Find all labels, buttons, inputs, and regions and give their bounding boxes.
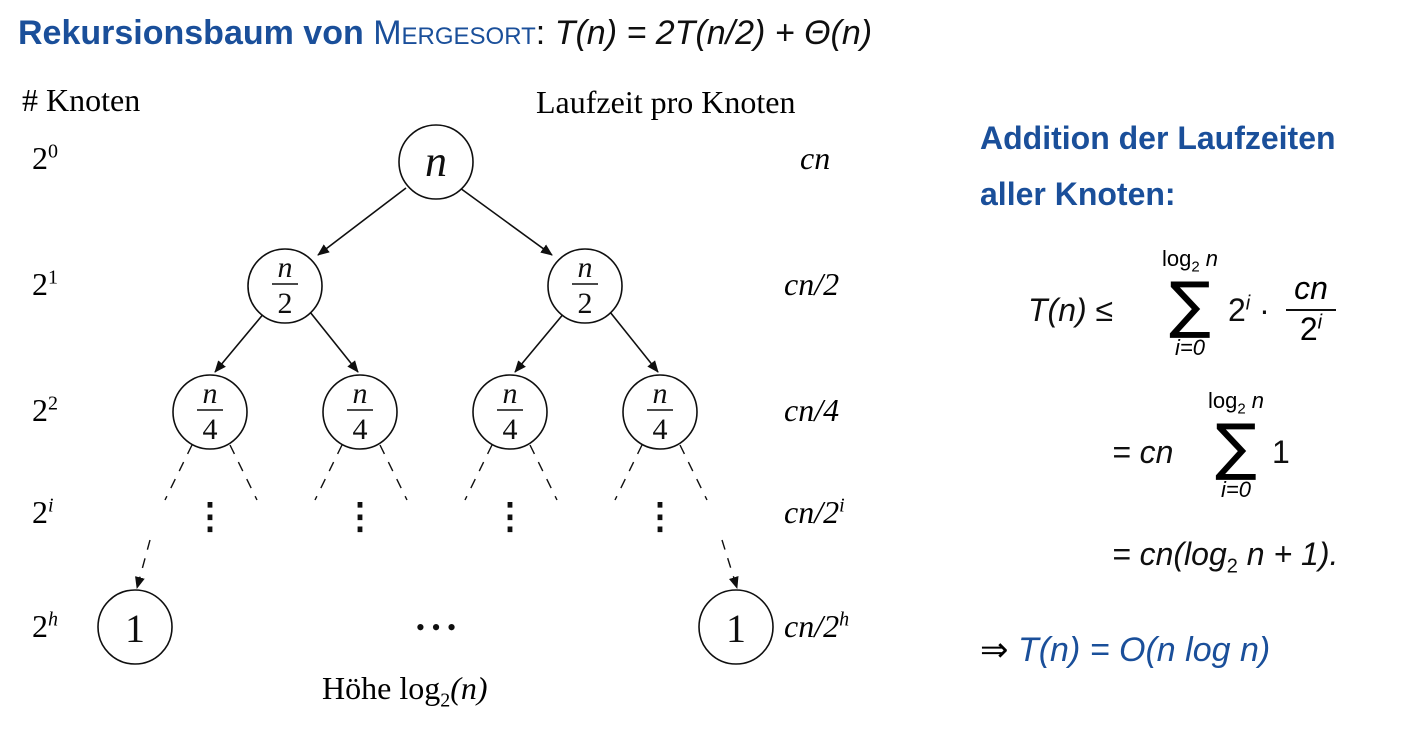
title-bold: Rekursionsbaum von (18, 14, 364, 52)
svg-text:n: n (653, 377, 668, 410)
title-recurrence: T(n) = 2T(n/2) + Θ(n) (554, 14, 873, 52)
node-quarter-3 (472, 374, 548, 450)
vertical-ellipsis-2: ⋮ (342, 496, 378, 536)
edge-root-right (459, 187, 553, 256)
slide-title: Rekursionsbaum von Mergesort: T(n) = 2T(… (18, 14, 872, 53)
svg-text:4: 4 (353, 413, 368, 446)
node-count-header: # Knoten (22, 82, 141, 118)
vertical-ellipsis-4: ⋮ (642, 496, 678, 536)
title-colon: : (535, 14, 546, 52)
level-count-h: 2h (32, 608, 58, 644)
edge-to-left-leaf (135, 539, 151, 589)
cost-per-node-header: Laufzeit pro Knoten (536, 84, 796, 120)
level-count-1: 21 (32, 266, 58, 302)
title-algorithm: Mergesort (373, 14, 536, 52)
conclusion-result: T(n) = O(n log n) (1017, 631, 1271, 669)
eq2-sum: log2 n ∑ i=0 (1207, 388, 1265, 503)
conclusion: ⇒ T(n) = O(n log n) (980, 630, 1270, 670)
edge-to-right-leaf (721, 539, 739, 589)
svg-text:4: 4 (503, 413, 518, 446)
summation-heading-line1: Addition der Laufzeiten (980, 120, 1336, 156)
svg-text:n: n (353, 377, 368, 410)
svg-text:n: n (278, 251, 293, 284)
svg-text:2: 2 (278, 287, 293, 320)
svg-text:4: 4 (203, 413, 218, 446)
tree-height-label: Höhe log2(n) (322, 670, 488, 712)
recursion-tree: n n 2 n 2 n 4 n 4 n 4 n 4 1 1 ⋮ ⋮ ⋮ ⋮ • … (97, 124, 774, 665)
eq1-lhs: T(n) ≤ (1028, 292, 1114, 328)
level-count-2: 22 (32, 392, 58, 428)
level-cost-0: cn (800, 140, 831, 176)
svg-text:4: 4 (653, 413, 668, 446)
svg-text:2: 2 (578, 287, 593, 320)
eq2-term: 1 (1272, 434, 1290, 470)
edge-root-left (317, 187, 407, 256)
node-leaf-left-label: 1 (125, 606, 145, 651)
level-count-0: 20 (32, 140, 58, 176)
level-cost-1: cn/2 (784, 266, 840, 302)
node-half-right (547, 248, 623, 324)
eq1-term: 2i · (1228, 292, 1270, 328)
level-cost-i: cn/2i (784, 494, 845, 530)
vertical-ellipsis-3: ⋮ (492, 496, 528, 536)
dashed-edges (135, 444, 739, 589)
level-cost-h: cn/2h (784, 608, 850, 644)
eq1-sum: log2 n ∑ i=0 (1161, 246, 1219, 361)
svg-text:n: n (503, 377, 518, 410)
implies-arrow: ⇒ (980, 631, 1009, 669)
node-leaf-left (97, 589, 173, 665)
node-root (398, 124, 474, 200)
node-root-label: n (425, 137, 447, 186)
node-half-left (247, 248, 323, 324)
node-leaf-right (698, 589, 774, 665)
edge-l-lr (309, 311, 359, 373)
edge-r-rl (514, 311, 566, 373)
svg-text:n: n (578, 251, 593, 284)
level-count-i: 2i (32, 494, 54, 530)
eq2-lhs: = cn (1112, 434, 1174, 470)
tree-edges (214, 187, 659, 373)
edge-r-rr (609, 311, 659, 373)
eq3: = cn(log2 n + 1). (1112, 536, 1339, 578)
summation-heading-line2: aller Knoten: (980, 176, 1176, 212)
node-quarter-4 (622, 374, 698, 450)
svg-text:n: n (203, 377, 218, 410)
horizontal-ellipsis: • • • (416, 613, 456, 642)
node-quarter-1 (172, 374, 248, 450)
level-cost-2: cn/4 (784, 392, 840, 428)
eq1-fraction: cn 2i (1286, 270, 1336, 348)
node-quarter-2 (322, 374, 398, 450)
node-leaf-right-label: 1 (726, 606, 746, 651)
edge-l-ll (214, 311, 266, 373)
vertical-ellipsis-1: ⋮ (192, 496, 228, 536)
